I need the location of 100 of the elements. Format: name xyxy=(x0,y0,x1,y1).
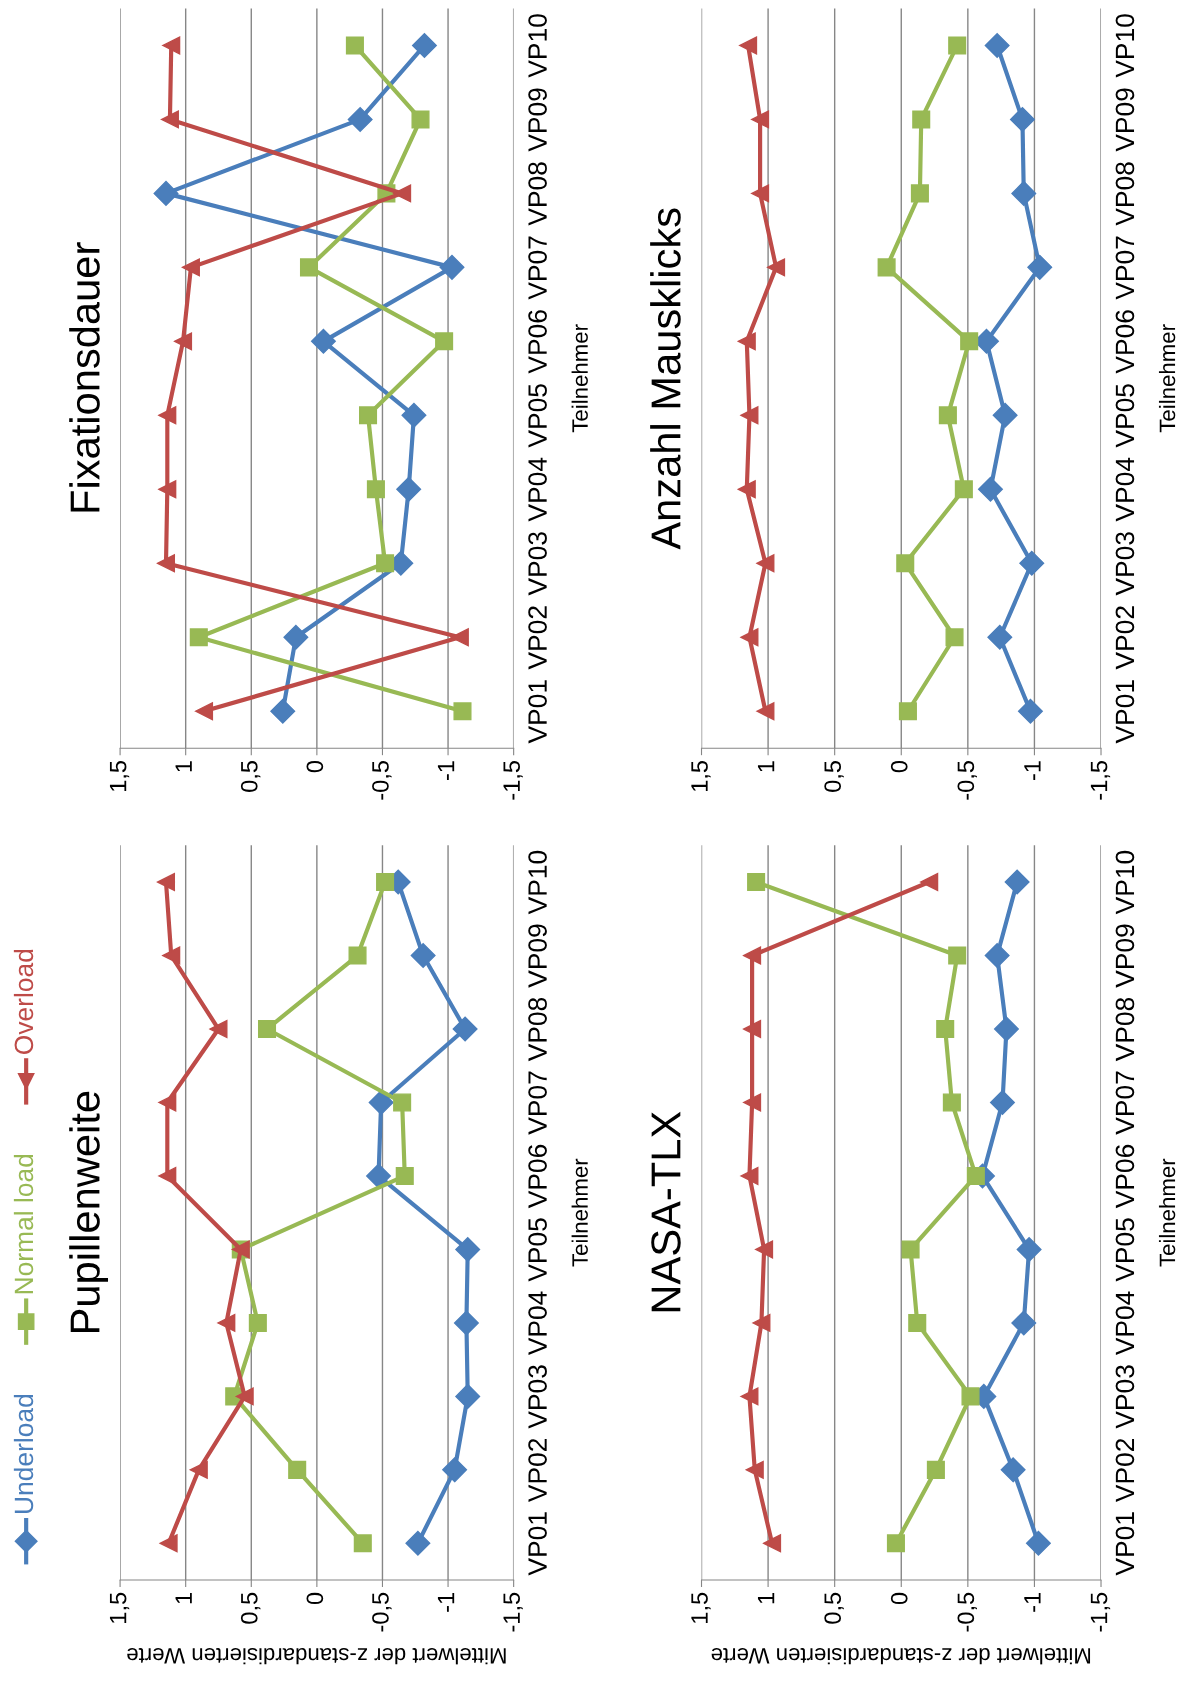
y-tick-label: VP04 xyxy=(1115,457,1135,522)
y-tick-label: VP09 xyxy=(1115,88,1135,152)
point xyxy=(366,1163,392,1189)
y-tick-label: VP06 xyxy=(1115,1144,1135,1209)
point xyxy=(401,402,427,428)
x-tick-label: 0,5 xyxy=(240,761,261,792)
y-tick-label: VP02 xyxy=(528,1438,547,1503)
point xyxy=(162,946,181,965)
y-tick-label: VP06 xyxy=(528,1144,547,1209)
point xyxy=(767,258,786,277)
y-tick-label: VP05 xyxy=(1115,1218,1135,1282)
y-tick-label: VP07 xyxy=(1115,1071,1135,1135)
point xyxy=(901,1240,920,1259)
point xyxy=(993,1016,1019,1042)
point xyxy=(945,628,964,647)
x-tick-label: 1 xyxy=(757,761,775,772)
point xyxy=(938,406,957,425)
text: Pupillenweite xyxy=(69,1091,109,1333)
y-tick-label: VP04 xyxy=(528,457,547,522)
point xyxy=(376,873,395,892)
point xyxy=(366,480,385,499)
point xyxy=(159,1534,178,1553)
point xyxy=(411,110,430,129)
point xyxy=(992,402,1018,428)
point xyxy=(752,1313,771,1332)
x-tick-label: 0,5 xyxy=(824,761,844,792)
point xyxy=(920,873,939,892)
point xyxy=(747,873,766,892)
point xyxy=(740,1166,759,1185)
point xyxy=(405,1530,431,1556)
point xyxy=(158,480,177,499)
y-axis-title: Teilnehmer xyxy=(1158,324,1176,433)
point xyxy=(739,36,758,55)
point xyxy=(755,1240,774,1259)
point xyxy=(751,184,770,203)
point xyxy=(181,258,200,277)
y-tick-label: VP05 xyxy=(528,384,547,448)
point xyxy=(158,1166,177,1185)
point xyxy=(153,180,179,206)
y-tick-label: VP04 xyxy=(1115,1291,1135,1356)
point xyxy=(942,1093,961,1112)
point xyxy=(411,32,437,58)
x-tick-label: 1,5 xyxy=(691,1592,711,1623)
x-tick-label: 1,5 xyxy=(109,761,130,792)
point xyxy=(1027,254,1053,280)
point xyxy=(896,554,915,573)
point xyxy=(756,554,775,573)
point xyxy=(1017,698,1043,724)
point xyxy=(455,1383,481,1409)
x-axis-title: Mittelwert der z-standardisierten Werte xyxy=(711,1648,1091,1665)
point xyxy=(310,328,336,354)
point xyxy=(1009,106,1035,132)
point xyxy=(453,1310,479,1336)
point xyxy=(450,628,469,647)
x-tick-label: -1,5 xyxy=(1090,1592,1111,1632)
y-tick-label: VP07 xyxy=(528,1071,547,1135)
y-tick-label: VP02 xyxy=(528,606,547,670)
point xyxy=(936,1019,955,1039)
y-tick-label: VP03 xyxy=(1115,532,1135,596)
y-axis-title: Teilnehmer xyxy=(571,1158,588,1267)
point xyxy=(160,110,179,129)
point xyxy=(743,1093,762,1112)
point xyxy=(910,184,929,203)
point xyxy=(368,1090,394,1115)
point xyxy=(395,1166,414,1185)
point xyxy=(283,624,309,650)
point xyxy=(966,1166,985,1185)
point xyxy=(984,32,1010,58)
point xyxy=(987,624,1013,650)
point xyxy=(877,258,896,277)
text: Normal load xyxy=(13,1154,34,1294)
point xyxy=(1000,1457,1026,1483)
y-tick-label: VP02 xyxy=(1115,606,1135,670)
x-tick-label: 1,5 xyxy=(691,761,711,792)
point xyxy=(912,110,931,129)
y-tick-label: VP03 xyxy=(1115,1365,1135,1429)
x-tick-label: 1 xyxy=(757,1593,775,1604)
text: Fixationsdauer xyxy=(69,242,100,512)
x-tick-label: 0,5 xyxy=(240,1592,261,1624)
point xyxy=(745,1460,764,1479)
y-tick-label: VP04 xyxy=(528,1291,547,1356)
y-tick-label: VP06 xyxy=(1115,310,1135,374)
y-axis-title: Teilnehmer xyxy=(571,324,588,433)
point xyxy=(743,1019,762,1039)
x-tick-label: -0,5 xyxy=(957,1592,977,1632)
point xyxy=(156,554,176,573)
y-tick-label: VP05 xyxy=(528,1218,547,1282)
point xyxy=(347,106,373,132)
x-tick-label: -1,5 xyxy=(503,1592,523,1632)
y-tick-label: VP08 xyxy=(1115,162,1135,226)
y-tick-label: VP09 xyxy=(1115,924,1135,988)
x-tick-label: -0,5 xyxy=(372,761,392,800)
y-tick-label: VP05 xyxy=(1115,384,1135,448)
y-tick-label: VP01 xyxy=(1115,680,1135,744)
point xyxy=(248,1313,267,1332)
x-tick-label: 0 xyxy=(306,1592,324,1605)
point xyxy=(926,1460,945,1479)
y-tick-label: VP01 xyxy=(528,1512,547,1576)
x-tick-label: -0,5 xyxy=(957,761,977,800)
point xyxy=(442,1457,468,1483)
